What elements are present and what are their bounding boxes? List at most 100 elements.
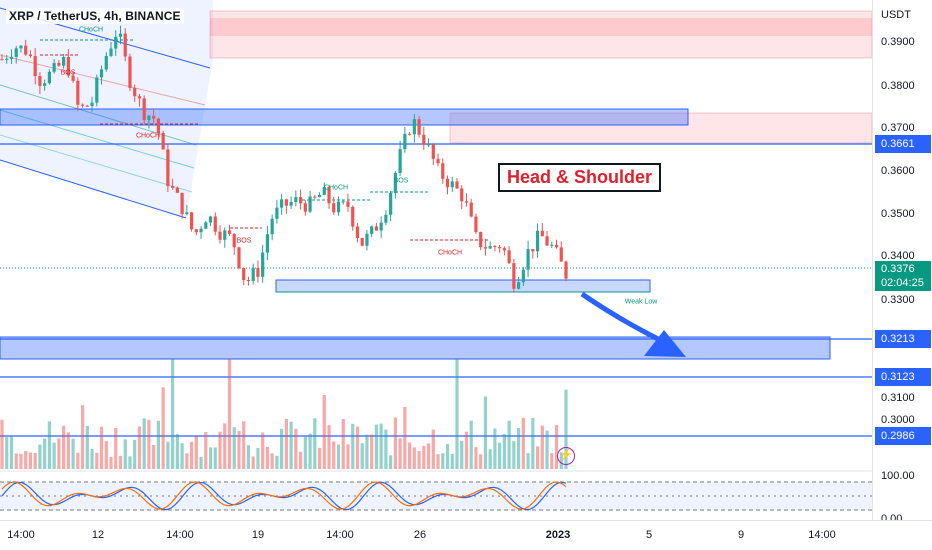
volume-bar [460,440,464,469]
volume-bar [426,443,431,469]
candle-body [313,196,317,198]
current-price-value: 0.3376 [881,263,915,275]
volume-bar [469,420,473,469]
candle-body [507,250,511,264]
level-price-tag[interactable]: 0.2986 [875,427,931,445]
candle-body [123,33,127,57]
volume-bar [336,444,341,469]
candle-body [374,226,379,231]
volume-bar [436,454,440,469]
candle-body [0,59,4,61]
symbol-title[interactable]: XRP / TetherUS, 4h, BINANCE [6,8,184,24]
volume-bar [166,441,170,469]
volume-bar [52,442,56,469]
volume-bar [5,437,9,469]
volume-bar [275,455,279,469]
volume-bar [550,453,554,469]
candle-body [161,132,165,150]
volume-bar [341,419,345,469]
candle-body [289,202,293,206]
price-tick: 0.3900 [881,36,915,48]
candle-body [156,118,161,133]
supply-zone [449,112,872,144]
candle-body [9,56,14,59]
candle-body [365,233,369,246]
volume-bar [175,434,179,469]
volume-bar [265,446,270,469]
candle-body [398,149,402,173]
volume-bar [71,438,75,469]
candle-body [417,119,421,135]
volume-bar [109,456,113,469]
projection-arrow-head [644,330,686,357]
candle-body [66,57,70,76]
volume-bar [218,431,222,469]
volume-bar [308,433,312,469]
choch-label: CHoCH [437,249,463,257]
volume-bar [76,452,80,469]
level-price-tag[interactable]: 0.3213 [875,330,931,348]
volume-bar [455,359,459,469]
demand-zone [275,279,651,293]
volume-bar [289,421,293,469]
volume-bar [298,451,303,469]
candle-body [43,83,47,86]
volume-bar [327,425,331,469]
volume-bar [114,428,118,469]
volume-bar [19,453,23,469]
volume-bar [152,444,156,469]
candle-body [502,248,506,251]
candle-body [436,158,440,164]
candle-body [275,207,279,219]
time-tick: 19 [251,529,265,541]
price-scale[interactable]: USDT 0.3900 0.3800 0.3700 0.3600 0.3500 … [872,0,932,525]
lightning-icon[interactable]: ⚡ [557,447,575,465]
volume-bar [161,387,165,469]
candle-body [24,45,28,55]
candle-body [265,234,270,253]
candle-body [33,56,37,77]
volume-bar [412,447,416,469]
current-price-tag[interactable]: 0.3376 02:04:25 [875,261,931,291]
candle-body [208,216,213,223]
bos-label: BOS [236,237,252,245]
candle-body [412,119,416,135]
volume-bar [147,419,151,469]
level-price-tag[interactable]: 0.3123 [875,368,931,386]
candle-body [47,71,51,84]
candle-body [488,246,492,249]
candle-body [28,54,33,57]
candle-body [535,230,540,252]
volume-bar [128,456,132,469]
volume-bar [545,430,549,469]
candle-body [332,203,336,213]
volume-bar [535,446,540,469]
candle-body [393,172,397,193]
candle-body [431,144,435,159]
candle-body [284,199,288,206]
time-axis[interactable]: 14:00 12 14:00 19 14:00 26 2023 5 9 14:0… [0,520,932,550]
volume-bar [80,405,85,469]
volume-bar [237,430,241,469]
chart-pane[interactable]: XRP / TetherUS, 4h, BINANCE Head & Shoul… [0,0,872,520]
candle-body [256,268,260,277]
supply-zone-inner [210,18,872,36]
volume-bar [284,419,288,469]
level-price-tag[interactable]: 0.3661 [875,135,931,153]
volume-bar [479,454,483,469]
candle-body [474,216,478,233]
volume-bar [346,444,350,469]
candle-body [171,186,175,188]
currency-label: USDT [881,9,911,21]
volume-bar [156,420,161,469]
candle-body [270,218,274,235]
price-chart-canvas[interactable] [0,0,872,520]
volume-bar [531,417,535,469]
volume-bar [332,441,336,469]
volume-bar [185,453,189,469]
volume-bar [227,359,232,469]
volume-bar [507,420,511,469]
candle-body [57,62,61,66]
candle-body [554,244,559,248]
volume-bar [223,423,227,469]
